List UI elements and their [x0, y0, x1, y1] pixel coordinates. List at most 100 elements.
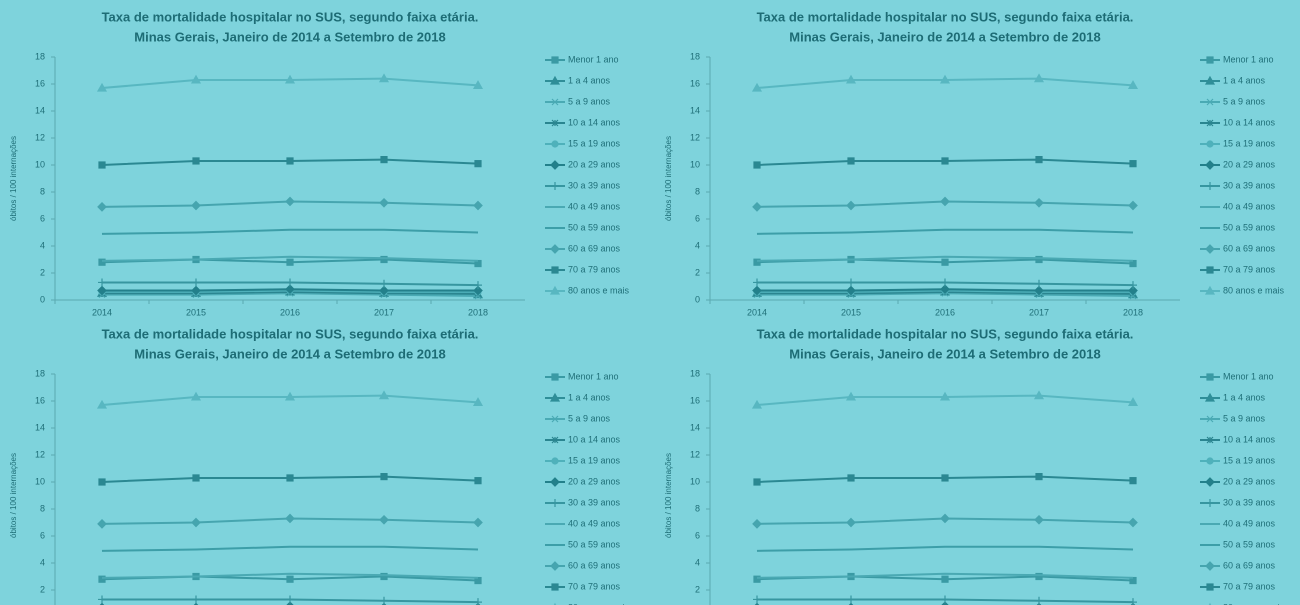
- legend-marker: [551, 119, 559, 127]
- legend-label: 10 a 14 anos: [1223, 434, 1276, 444]
- marker: [379, 197, 389, 208]
- marker: [98, 478, 106, 486]
- marker: [941, 595, 949, 604]
- legend-label: 20 a 29 anos: [568, 159, 621, 169]
- legend-label: 60 a 69 anos: [568, 560, 621, 570]
- legend-label: 70 a 79 anos: [568, 581, 621, 591]
- marker: [1035, 572, 1043, 581]
- marker: [190, 391, 202, 401]
- y-tick-label: 2: [40, 584, 45, 594]
- x-tick-label: 2014: [747, 307, 767, 317]
- x-tick-label: 2015: [841, 307, 861, 317]
- chart-panel: Taxa de mortalidade hospitalar no SUS, s…: [664, 9, 1284, 317]
- y-tick-label: 14: [35, 422, 45, 432]
- marker: [380, 572, 388, 581]
- y-tick-label: 6: [695, 530, 700, 540]
- marker: [286, 258, 294, 266]
- legend-marker: [550, 160, 560, 170]
- chart-subtitle: Minas Gerais, Janeiro de 2014 a Setembro…: [789, 346, 1100, 361]
- y-tick-label: 18: [35, 51, 45, 61]
- legend-marker: [551, 140, 559, 148]
- legend-label: 1 a 4 anos: [1223, 392, 1266, 402]
- y-tick-label: 6: [40, 213, 45, 223]
- y-tick-label: 16: [35, 78, 45, 88]
- chart-panel: Taxa de mortalidade hospitalar no SUS, s…: [664, 326, 1285, 605]
- legend-marker: [549, 285, 561, 295]
- marker: [847, 474, 855, 482]
- marker: [846, 285, 856, 296]
- legend-label: 10 a 14 anos: [1223, 117, 1276, 127]
- legend-marker: [1205, 244, 1215, 254]
- legend-marker: [1205, 477, 1215, 487]
- legend-marker: [1205, 561, 1215, 571]
- y-tick-label: 6: [40, 530, 45, 540]
- legend-marker: [1204, 392, 1216, 402]
- marker: [1035, 279, 1043, 288]
- legend-label: 20 a 29 anos: [1223, 476, 1276, 486]
- marker: [380, 279, 388, 288]
- legend-marker: [549, 392, 561, 402]
- marker: [96, 82, 108, 92]
- y-tick-label: 4: [695, 240, 700, 250]
- y-tick-label: 8: [40, 186, 45, 196]
- legend-marker: [551, 583, 559, 591]
- marker: [1034, 197, 1044, 208]
- chart-title: Taxa de mortalidade hospitalar no SUS, s…: [757, 326, 1134, 341]
- legend-label: 50 a 59 anos: [568, 222, 621, 232]
- y-tick-label: 8: [695, 503, 700, 513]
- legend-label: 30 a 39 anos: [1223, 497, 1276, 507]
- y-tick-label: 16: [690, 78, 700, 88]
- marker: [474, 281, 482, 290]
- chart-panel: Taxa de mortalidade hospitalar no SUS, s…: [9, 326, 630, 605]
- marker: [286, 575, 294, 583]
- marker: [472, 80, 484, 89]
- y-tick-label: 10: [690, 159, 700, 169]
- marker: [1128, 200, 1138, 211]
- marker: [192, 157, 200, 165]
- marker: [846, 200, 856, 211]
- y-tick-label: 8: [695, 186, 700, 196]
- y-tick-label: 14: [35, 105, 45, 115]
- legend-label: Menor 1 ano: [568, 371, 619, 381]
- legend-label: 20 a 29 anos: [568, 476, 621, 486]
- marker: [98, 575, 106, 583]
- marker: [98, 161, 106, 169]
- y-tick-label: 0: [40, 294, 45, 304]
- legend-label: Menor 1 ano: [568, 54, 619, 64]
- chart-subtitle: Minas Gerais, Janeiro de 2014 a Setembro…: [134, 346, 445, 361]
- marker: [941, 258, 949, 266]
- legend-label: 80 anos e mais: [568, 602, 630, 605]
- y-tick-label: 2: [695, 267, 700, 277]
- legend-label: 60 a 69 anos: [1223, 560, 1276, 570]
- marker: [96, 399, 108, 409]
- y-tick-label: 18: [690, 51, 700, 61]
- legend-label: 15 a 19 anos: [1223, 455, 1276, 465]
- marker: [1129, 477, 1137, 485]
- marker: [1129, 598, 1137, 605]
- chart-title: Taxa de mortalidade hospitalar no SUS, s…: [102, 326, 479, 341]
- legend-marker: [1206, 266, 1214, 274]
- legend-marker: [551, 56, 559, 64]
- marker: [752, 202, 762, 212]
- legend-marker: [1206, 182, 1214, 190]
- marker: [473, 200, 483, 211]
- legend-label: 70 a 79 anos: [568, 264, 621, 274]
- marker: [97, 202, 107, 212]
- marker: [941, 278, 949, 287]
- marker: [190, 74, 202, 84]
- marker: [847, 157, 855, 165]
- legend-marker: [551, 415, 559, 423]
- x-tick-label: 2014: [92, 307, 112, 317]
- series-line: [756, 545, 1134, 552]
- legend-label: 10 a 14 anos: [568, 434, 621, 444]
- legend-label: 30 a 39 anos: [568, 497, 621, 507]
- marker: [97, 519, 107, 529]
- marker: [751, 399, 763, 409]
- legend-marker: [1206, 56, 1214, 64]
- y-tick-label: 10: [35, 476, 45, 486]
- marker: [1127, 80, 1139, 89]
- marker: [940, 284, 950, 295]
- legend-marker: [1206, 98, 1214, 106]
- x-tick-label: 2016: [935, 307, 955, 317]
- marker: [1127, 397, 1139, 406]
